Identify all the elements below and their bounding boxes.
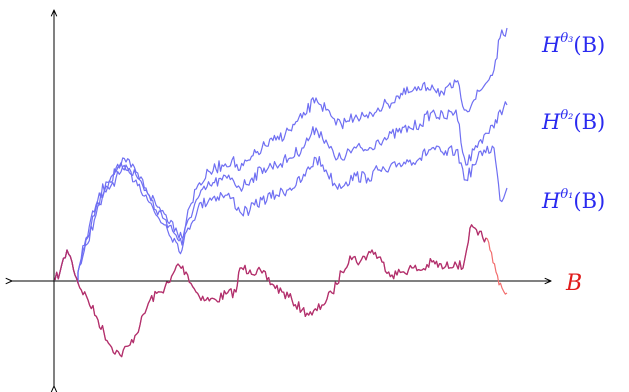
h-theta3-path (54, 27, 508, 284)
h-theta1-path (54, 145, 508, 284)
b-overlap-path (54, 224, 487, 358)
h-theta2-label: Hθ₂(B) (541, 108, 605, 134)
h-theta2-path (54, 101, 508, 284)
h-theta1-label: Hθ₁(B) (541, 187, 605, 213)
b-label: B (565, 271, 582, 296)
h-theta3-label: Hθ₃(B) (541, 31, 605, 57)
